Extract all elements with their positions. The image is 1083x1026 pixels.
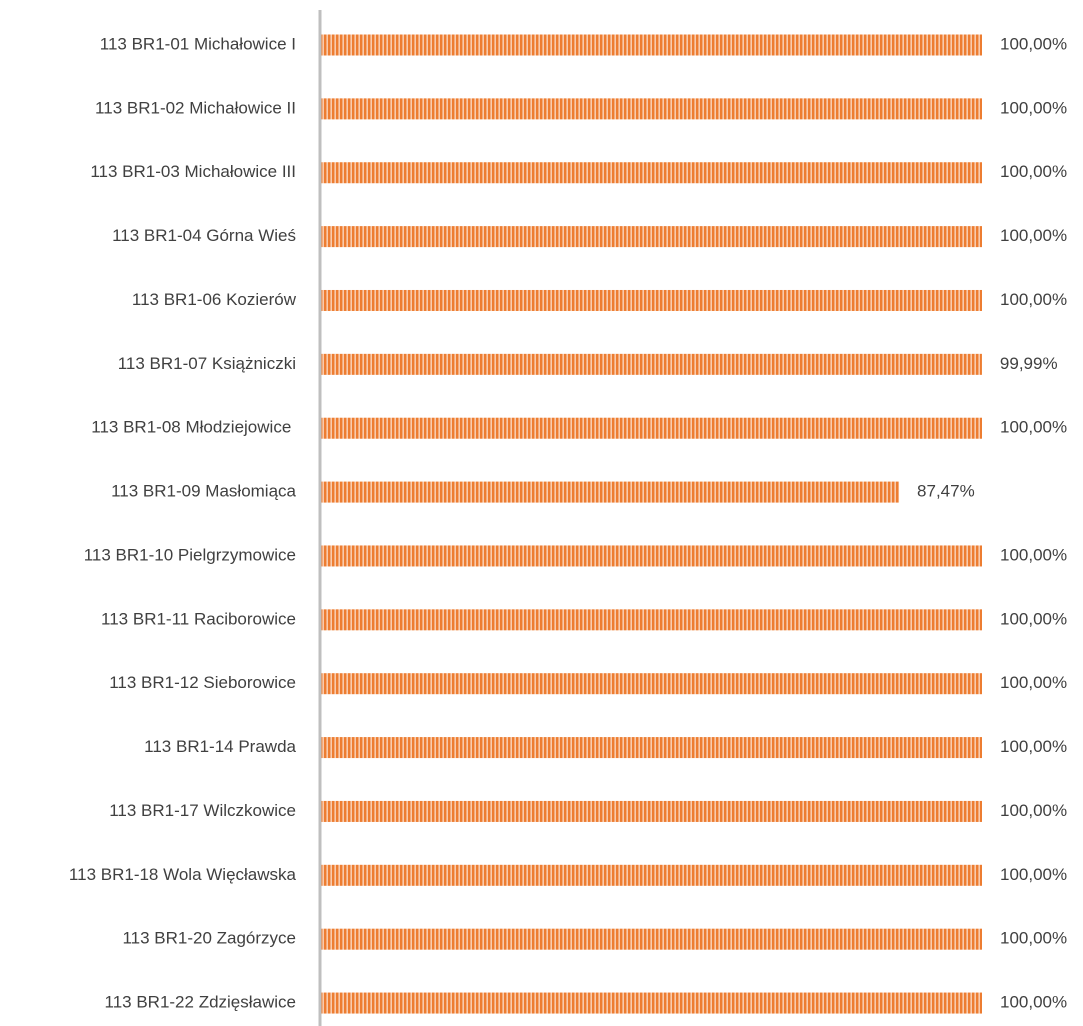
value-label: 99,99% — [1000, 354, 1058, 373]
value-label: 100,00% — [1000, 737, 1067, 756]
bar — [320, 417, 982, 439]
value-label: 100,00% — [1000, 226, 1067, 245]
category-label: 113 BR1-10 Pielgrzymowice — [84, 545, 296, 564]
value-label: 100,00% — [1000, 993, 1067, 1012]
category-label: 113 BR1-01 Michałowice I — [100, 34, 296, 53]
category-label: 113 BR1-09 Masłomiąca — [111, 482, 296, 501]
category-label: 113 BR1-02 Michałowice II — [95, 98, 296, 117]
bar — [320, 864, 982, 886]
bar — [320, 737, 982, 759]
bar — [320, 609, 982, 631]
category-label: 113 BR1-07 Książniczki — [118, 354, 296, 373]
category-label: 113 BR1-14 Prawda — [144, 737, 296, 756]
value-label: 87,47% — [917, 482, 975, 501]
value-label: 100,00% — [1000, 609, 1067, 628]
value-label: 100,00% — [1000, 290, 1067, 309]
bar — [320, 992, 982, 1014]
value-label: 100,00% — [1000, 929, 1067, 948]
value-label: 100,00% — [1000, 545, 1067, 564]
category-label: 113 BR1-06 Kozierów — [132, 290, 297, 309]
bar — [320, 545, 982, 567]
category-label: 113 BR1-20 Zagórzyce — [122, 929, 296, 948]
category-label: 113 BR1-08 Młodziejowice — [91, 418, 296, 437]
category-label: 113 BR1-22 Zdzięsławice — [105, 993, 297, 1012]
category-label: 113 BR1-17 Wilczkowice — [109, 801, 296, 820]
value-label: 100,00% — [1000, 98, 1067, 117]
bar — [320, 162, 982, 184]
bar — [320, 226, 982, 248]
value-label: 100,00% — [1000, 162, 1067, 181]
bar — [320, 928, 982, 950]
value-label: 100,00% — [1000, 34, 1067, 53]
category-label: 113 BR1-12 Sieborowice — [109, 673, 296, 692]
value-label: 100,00% — [1000, 418, 1067, 437]
value-label: 100,00% — [1000, 801, 1067, 820]
category-label: 113 BR1-11 Raciborowice — [101, 609, 296, 628]
category-label: 113 BR1-03 Michałowice III — [90, 162, 296, 181]
category-label: 113 BR1-18 Wola Więcławska — [69, 865, 297, 884]
bar — [320, 289, 982, 311]
bar — [320, 353, 982, 375]
value-label: 100,00% — [1000, 865, 1067, 884]
bar — [320, 673, 982, 695]
bar — [320, 98, 982, 120]
value-label: 100,00% — [1000, 673, 1067, 692]
bar — [320, 800, 982, 822]
category-label: 113 BR1-04 Górna Wieś — [112, 226, 296, 245]
bar — [320, 481, 900, 503]
bar — [320, 34, 982, 56]
